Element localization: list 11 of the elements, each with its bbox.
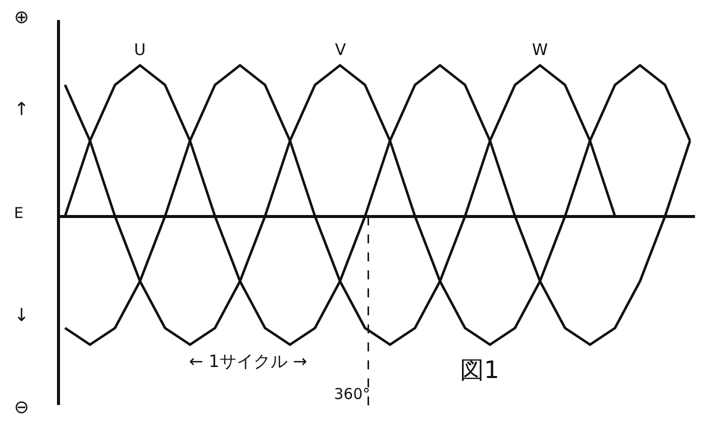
text: ↑: [14, 99, 30, 120]
caption: 図1: [460, 356, 500, 384]
text: E: [14, 204, 24, 222]
text: 360°: [334, 385, 370, 403]
text: ↓: [14, 305, 30, 326]
text: ← 1サイクル →: [189, 352, 308, 372]
series-label: W: [532, 40, 548, 59]
text: ⊕: [14, 7, 30, 28]
text: ⊖: [14, 397, 30, 418]
series-label: V: [335, 40, 346, 59]
series-label: U: [134, 40, 146, 59]
